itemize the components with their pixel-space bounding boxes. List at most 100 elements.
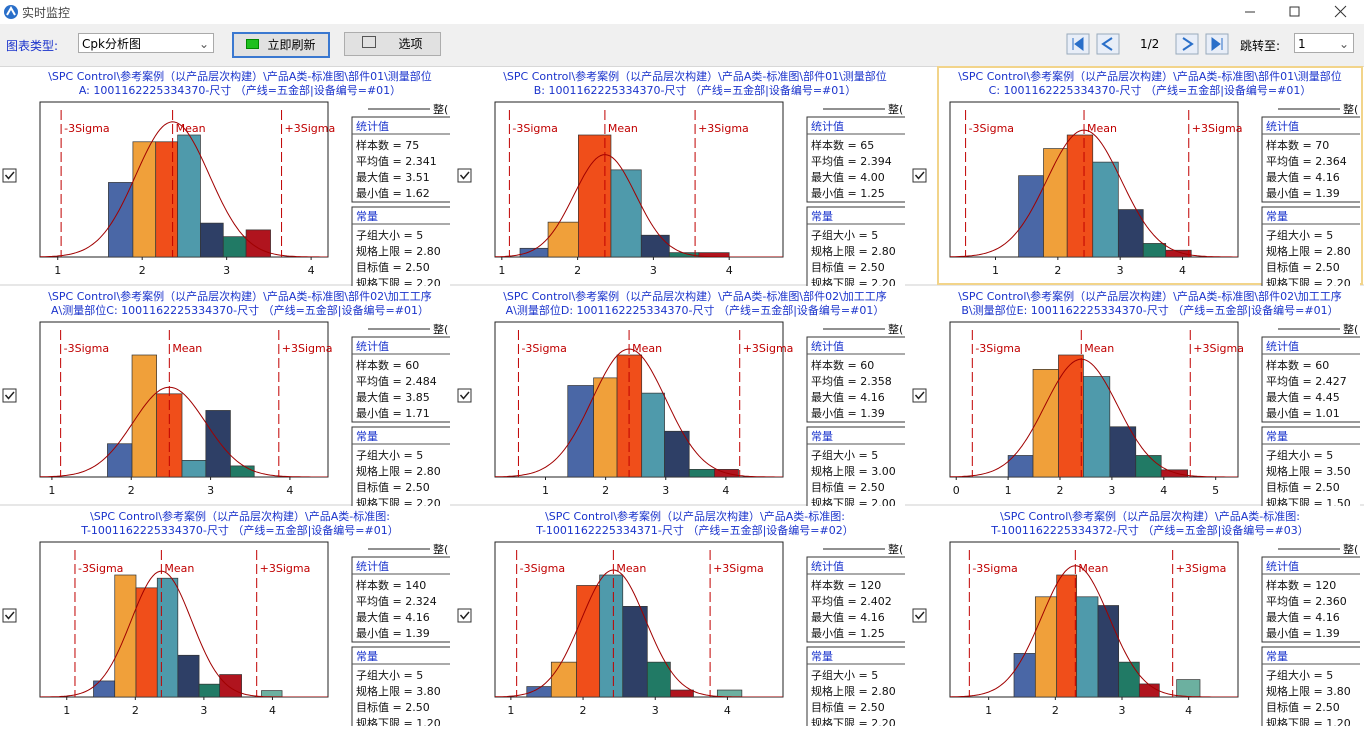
panel-title: A\测量部位D: 1001162225334370-尺寸 （产线=五金部|设备编… — [506, 303, 885, 317]
panel-title: T-1001162225334372-尺寸 （产线=五金部|设备编号=#03） — [990, 523, 1308, 537]
histogram-bar — [716, 689, 743, 697]
plot-area — [950, 354, 1238, 477]
panel-title: T-1001162225334370-尺寸 （产线=五金部|设备编号=#01） — [80, 523, 398, 537]
summary-item: 样本数 = 75 — [356, 138, 419, 152]
checkbox-check — [459, 171, 470, 180]
summary-item: 规格上限 = 3.00 — [811, 464, 896, 478]
summary-item: 规格下限 = 2.20 — [811, 716, 896, 729]
panel-checkbox[interactable] — [2, 388, 17, 403]
summary-item: 样本数 = 60 — [1266, 358, 1329, 372]
sigma-label: +3Sigma — [260, 562, 311, 575]
summary-item: 样本数 = 120 — [811, 578, 881, 592]
panel: \SPC Control\参考案例（以产品层次构建）\产品A类-标准图\部件02… — [2, 289, 450, 506]
plot-frame — [39, 321, 329, 478]
summary-box-title: 常量 — [1266, 430, 1288, 443]
histogram-bar — [1018, 175, 1044, 257]
summary-box-title: 统计值 — [811, 120, 844, 133]
summary-item: 最小值 = 1.39 — [811, 407, 885, 420]
plot-area — [40, 570, 328, 697]
summary-box — [1261, 336, 1360, 423]
x-tick-label: 4 — [722, 484, 729, 497]
summary-header: 整( — [433, 102, 448, 116]
x-tick-label: 1 — [985, 704, 992, 717]
summary-box-title: 常量 — [811, 210, 833, 223]
histogram-bar — [1043, 148, 1068, 257]
summary-item: 规格下限 = 2.20 — [811, 276, 896, 290]
panel-checkbox[interactable] — [2, 168, 17, 183]
x-tick-label: 4 — [269, 704, 276, 717]
nav-next-last[interactable] — [1175, 33, 1231, 57]
summary-item: 规格上限 = 3.50 — [1266, 464, 1351, 478]
x-tick-label: 3 — [200, 704, 207, 717]
histogram-bar — [646, 661, 671, 697]
summary-box — [806, 116, 905, 203]
panel: \SPC Control\参考案例（以产品层次构建）\产品A类-标准图:T-10… — [457, 509, 905, 729]
summary-item: 子组大小 = 5 — [356, 448, 423, 462]
summary-item: 规格下限 = 2.20 — [1266, 276, 1351, 290]
histogram-bar — [1058, 354, 1084, 477]
summary-item: 规格下限 = 1.20 — [1266, 716, 1351, 729]
histogram-bar — [107, 443, 133, 477]
sigma-label: +3Sigma — [285, 122, 336, 135]
x-tick-label: 3 — [650, 264, 657, 277]
summary-item: 规格上限 = 2.80 — [356, 244, 441, 258]
summary-box-title: 统计值 — [1266, 340, 1299, 353]
summary-box — [351, 206, 450, 286]
panel-checkbox[interactable] — [457, 388, 472, 403]
nav-first-prev[interactable] — [1066, 33, 1120, 57]
summary-item: 最小值 = 1.39 — [1266, 627, 1340, 640]
page-indicator: 1/2 — [1140, 37, 1160, 51]
window-controls[interactable] — [1235, 0, 1364, 24]
panel-title: \SPC Control\参考案例（以产品层次构建）\产品A类-标准图\部件02… — [503, 289, 887, 303]
jump-select[interactable]: 1 ⌄ — [1294, 33, 1354, 53]
panel-title: \SPC Control\参考案例（以产品层次构建）\产品A类-标准图\部件02… — [48, 289, 432, 303]
histogram-bar — [1097, 605, 1120, 697]
summary-item: 平均值 = 2.364 — [1266, 155, 1347, 168]
sigma-label: +3Sigma — [282, 342, 333, 355]
sigma-label: +3Sigma — [713, 562, 764, 575]
histogram-bar — [641, 392, 665, 477]
x-tick-label: 4 — [1160, 484, 1167, 497]
summary-item: 目标值 = 2.50 — [1266, 260, 1340, 274]
summary-item: 平均值 = 2.358 — [811, 375, 892, 388]
summary-box — [1261, 116, 1360, 203]
panel: \SPC Control\参考案例（以产品层次构建）\产品A类-标准图\部件01… — [2, 69, 450, 286]
x-tick-label: 2 — [602, 484, 609, 497]
x-tick-label: 1 — [992, 264, 999, 277]
summary-item: 样本数 = 65 — [811, 138, 874, 152]
histogram-bar — [198, 683, 221, 697]
summary-box-title: 统计值 — [1266, 560, 1299, 573]
panel-checkbox[interactable] — [912, 388, 927, 403]
histogram-bar — [135, 587, 158, 697]
options-button[interactable]: 选项 — [344, 32, 441, 56]
panel-checkbox[interactable] — [457, 168, 472, 183]
x-tick-label: 2 — [1052, 704, 1059, 717]
summary-box-title: 常量 — [811, 650, 833, 663]
summary-item: 平均值 = 2.341 — [356, 155, 437, 168]
histogram-bar — [640, 234, 670, 257]
summary-box-title: 常量 — [356, 430, 378, 443]
panel-checkbox[interactable] — [2, 608, 17, 623]
sigma-label: -3Sigma — [521, 342, 566, 355]
summary-item: 子组大小 = 5 — [1266, 668, 1333, 682]
panel-checkbox[interactable] — [912, 608, 927, 623]
histogram-bar — [177, 134, 201, 257]
refresh-button[interactable]: 立即刷新 — [232, 32, 330, 58]
panel-checkbox[interactable] — [457, 608, 472, 623]
panel-title: \SPC Control\参考案例（以产品层次构建）\产品A类-标准图: — [545, 509, 845, 523]
summary-item: 平均值 = 2.484 — [356, 375, 437, 388]
summary-header: 整( — [888, 542, 903, 556]
chart-type-select[interactable]: Cpk分析图 ⌄ — [78, 33, 214, 53]
x-tick-label: 4 — [1185, 704, 1192, 717]
summary-box — [351, 556, 450, 643]
histogram-bar — [1076, 596, 1099, 697]
histogram-bar — [156, 577, 179, 697]
panel-checkbox[interactable] — [912, 168, 927, 183]
x-tick-label: 0 — [953, 484, 960, 497]
summary-header: 整( — [1343, 542, 1358, 556]
summary-item: 最小值 = 1.01 — [1266, 407, 1340, 420]
panel-title: A: 1001162225334370-尺寸 （产线=五金部|设备编号=#01） — [79, 83, 401, 97]
sigma-label: -3Sigma — [969, 122, 1014, 135]
